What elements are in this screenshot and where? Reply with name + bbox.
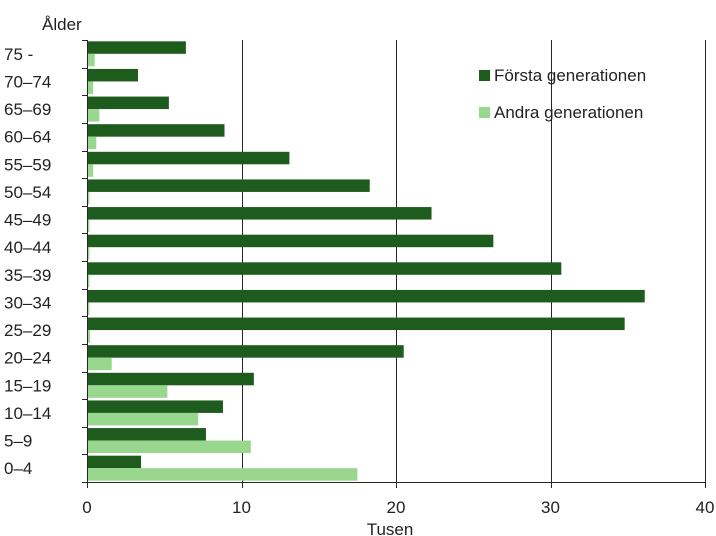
bars — [87, 41, 645, 481]
legend-label: Andra generationen — [494, 103, 643, 122]
bar-forsta-generationen — [87, 207, 432, 220]
y-tick-label: 65–69 — [4, 100, 51, 119]
x-axis-title: Tusen — [367, 520, 414, 536]
bar-forsta-generationen — [87, 41, 186, 54]
bar-forsta-generationen — [87, 234, 494, 248]
y-tick-label: 15–19 — [4, 376, 51, 395]
bar-andra-generationen — [87, 274, 90, 288]
bar-andra-generationen — [87, 247, 90, 260]
legend-label: Första generationen — [494, 66, 646, 85]
bar-andra-generationen — [87, 330, 91, 343]
y-tick-label: 50–54 — [4, 183, 51, 202]
bar-andra-generationen — [87, 219, 90, 233]
bar-forsta-generationen — [87, 124, 225, 137]
legend-swatch — [479, 70, 490, 81]
bar-forsta-generationen — [87, 455, 142, 469]
bar-andra-generationen — [87, 136, 97, 150]
bar-forsta-generationen — [87, 428, 206, 441]
x-tick-label: 40 — [696, 498, 715, 517]
y-tick-label: 40–44 — [4, 238, 51, 257]
bar-forsta-generationen — [87, 317, 625, 331]
bar-forsta-generationen — [87, 289, 645, 303]
bar-andra-generationen — [87, 53, 95, 67]
bar-andra-generationen — [87, 109, 100, 122]
x-tick-label: 30 — [541, 498, 560, 517]
x-tick-label: 0 — [82, 498, 91, 517]
bar-forsta-generationen — [87, 372, 254, 386]
y-axis-title: Ålder — [42, 15, 82, 34]
y-tick-label: 35–39 — [4, 266, 51, 285]
x-tick-label: 20 — [387, 498, 406, 517]
bar-andra-generationen — [87, 164, 94, 177]
y-tick-label: 25–29 — [4, 321, 51, 340]
legend: Första generationen Andra generationen — [479, 66, 646, 122]
gridlines — [242, 40, 706, 482]
bar-andra-generationen — [87, 440, 251, 454]
bar-andra-generationen — [87, 357, 112, 371]
y-tick-label: 30–34 — [4, 293, 51, 312]
y-tick-label: 10–14 — [4, 404, 51, 423]
bar-andra-generationen — [87, 302, 90, 315]
y-tick-label: 0–4 — [4, 459, 32, 478]
bar-andra-generationen — [87, 191, 90, 205]
y-tick-label: 70–74 — [4, 72, 51, 91]
bar-forsta-generationen — [87, 262, 562, 275]
x-tick-label: 10 — [232, 498, 251, 517]
bar-forsta-generationen — [87, 345, 404, 358]
bar-andra-generationen — [87, 468, 358, 481]
y-tick-label: 55–59 — [4, 155, 51, 174]
bar-forsta-generationen — [87, 400, 223, 413]
bar-andra-generationen — [87, 412, 199, 426]
axes: 0 10 20 30 40 75 - 70–74 65–69 60–64 55–59 50–54 45… — [4, 40, 714, 517]
bar-andra-generationen — [87, 81, 94, 94]
y-tick-label: 5–9 — [4, 432, 32, 451]
bar-forsta-generationen — [87, 179, 370, 192]
y-tick-label: 75 - — [4, 45, 33, 64]
legend-swatch — [479, 107, 490, 118]
bar-andra-generationen — [87, 385, 168, 398]
bar-forsta-generationen — [87, 68, 138, 82]
bar-forsta-generationen — [87, 151, 290, 165]
y-tick-label: 20–24 — [4, 349, 51, 368]
y-tick-label: 60–64 — [4, 128, 51, 147]
y-tick-label: 45–49 — [4, 211, 51, 230]
bar-forsta-generationen — [87, 96, 169, 110]
